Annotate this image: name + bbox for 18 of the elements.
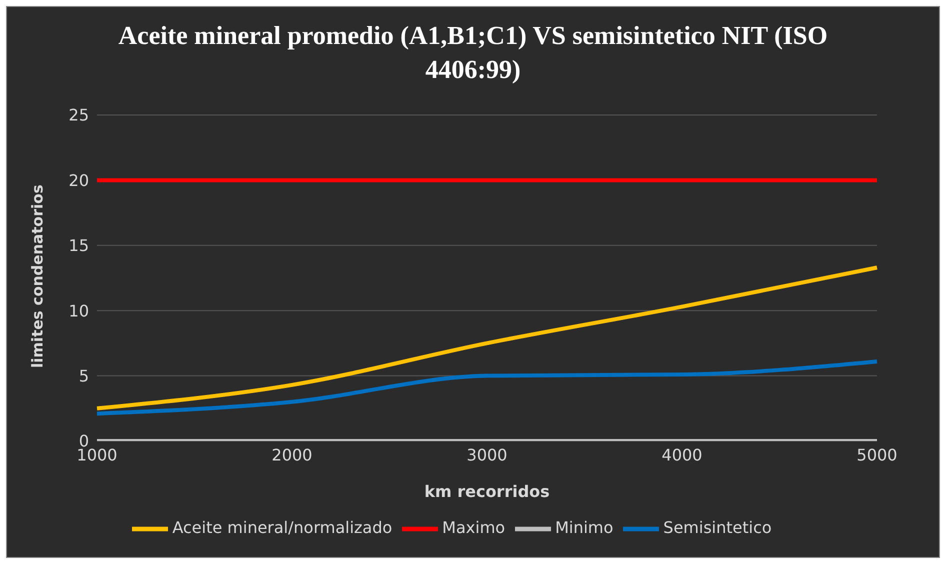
line-series [95, 266, 879, 410]
x-axis-title: km recorridos [424, 482, 550, 501]
line-series [95, 359, 879, 416]
x-tick-label: 2000 [272, 445, 312, 464]
y-tick-label: 15 [68, 236, 89, 256]
x-tick-label: 5000 [856, 445, 898, 464]
chart-title: Aceite mineral promedio (A1,B1;C1) VS semisintetico NIT (ISO 4406:99) [117, 20, 829, 86]
legend-label: Aceite mineral/normalizado [172, 518, 392, 537]
legend-label: Minimo [555, 518, 614, 537]
y-tick-label: 10 [68, 301, 89, 320]
y-axis-title: limites condenatorios [28, 184, 46, 368]
legend-label: Maximo [442, 518, 506, 537]
x-tick-label: 3000 [466, 445, 508, 464]
y-tick-label: 25 [68, 106, 89, 125]
y-tick-label: 20 [68, 170, 89, 190]
legend-label: Semisintetico [663, 518, 772, 537]
x-tick-label: 4000 [662, 445, 702, 464]
y-tick-label: 5 [78, 366, 89, 386]
